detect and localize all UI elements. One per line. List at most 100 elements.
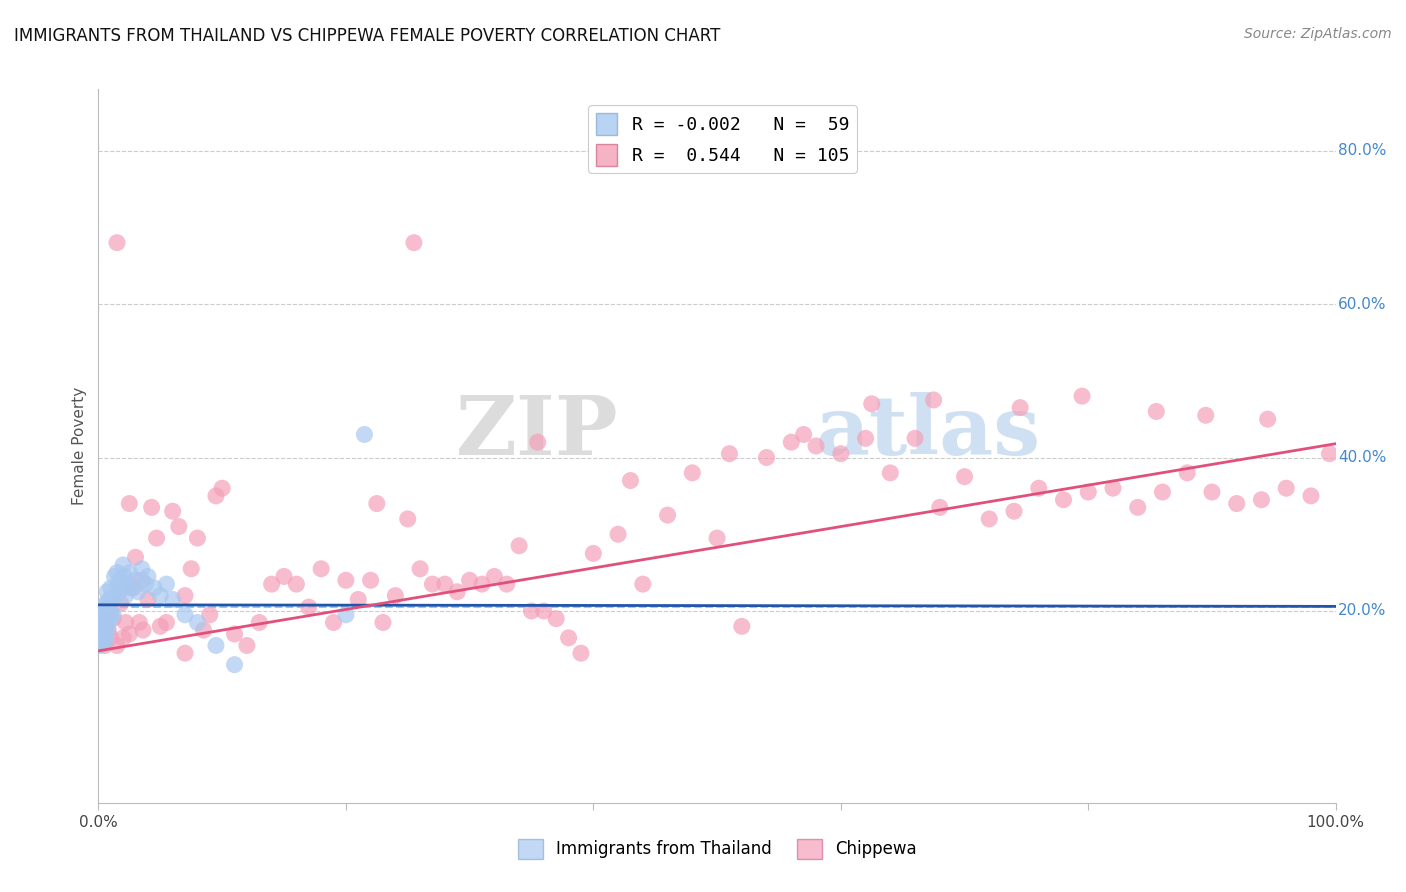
Point xyxy=(100,604,122,618)
Point xyxy=(904,431,927,445)
Point xyxy=(105,639,128,653)
Point xyxy=(93,604,115,618)
Point xyxy=(793,427,815,442)
Point xyxy=(98,612,121,626)
Point xyxy=(928,500,950,515)
Point xyxy=(132,623,155,637)
Point xyxy=(335,574,357,588)
Text: 60.0%: 60.0% xyxy=(1339,296,1386,311)
Point xyxy=(860,397,883,411)
Point xyxy=(105,235,128,250)
Point xyxy=(979,512,1001,526)
Point xyxy=(1144,404,1167,418)
Point xyxy=(347,592,370,607)
Point xyxy=(155,577,177,591)
Point xyxy=(1319,447,1341,461)
Point xyxy=(93,627,115,641)
Point xyxy=(115,577,138,591)
Point xyxy=(114,589,136,603)
Point xyxy=(1102,481,1125,495)
Point xyxy=(224,627,246,641)
Point xyxy=(127,584,149,599)
Point xyxy=(104,589,127,603)
Point xyxy=(546,612,568,626)
Point xyxy=(131,562,153,576)
Point xyxy=(409,562,432,576)
Point xyxy=(94,596,117,610)
Point xyxy=(422,577,444,591)
Point xyxy=(755,450,778,465)
Point xyxy=(1002,504,1025,518)
Point xyxy=(1201,485,1223,500)
Point xyxy=(533,604,555,618)
Point xyxy=(118,497,141,511)
Point xyxy=(1226,497,1249,511)
Point xyxy=(149,589,172,603)
Point xyxy=(681,466,703,480)
Point xyxy=(260,577,283,591)
Point xyxy=(731,619,754,633)
Point xyxy=(105,566,128,580)
Point xyxy=(180,562,202,576)
Point xyxy=(1299,489,1322,503)
Point xyxy=(131,574,153,588)
Point xyxy=(124,550,146,565)
Point xyxy=(108,584,131,599)
Point xyxy=(384,589,406,603)
Point xyxy=(1126,500,1149,515)
Point xyxy=(1257,412,1279,426)
Point xyxy=(1195,409,1218,423)
Point xyxy=(569,646,592,660)
Point xyxy=(90,623,112,637)
Point xyxy=(1071,389,1094,403)
Point xyxy=(96,584,118,599)
Point xyxy=(100,631,122,645)
Point xyxy=(98,592,121,607)
Point xyxy=(520,604,543,618)
Point xyxy=(112,631,135,645)
Text: Source: ZipAtlas.com: Source: ZipAtlas.com xyxy=(1244,27,1392,41)
Point xyxy=(526,435,548,450)
Point xyxy=(91,600,114,615)
Point xyxy=(89,639,111,653)
Y-axis label: Female Poverty: Female Poverty xyxy=(72,387,87,505)
Point xyxy=(93,607,115,622)
Point xyxy=(273,569,295,583)
Point xyxy=(93,639,115,653)
Point xyxy=(1152,485,1174,500)
Point xyxy=(205,639,228,653)
Point xyxy=(93,623,115,637)
Point xyxy=(224,657,246,672)
Point xyxy=(174,589,197,603)
Point xyxy=(93,634,115,648)
Point xyxy=(114,615,136,630)
Point xyxy=(145,531,167,545)
Point xyxy=(322,615,344,630)
Point xyxy=(103,569,125,583)
Text: 40.0%: 40.0% xyxy=(1339,450,1386,465)
Point xyxy=(458,574,481,588)
Point xyxy=(879,466,901,480)
Point xyxy=(298,600,321,615)
Point xyxy=(89,615,111,630)
Point xyxy=(471,577,494,591)
Point xyxy=(198,607,221,622)
Point xyxy=(1077,485,1099,500)
Point xyxy=(484,569,506,583)
Point xyxy=(97,623,120,637)
Point xyxy=(1052,492,1074,507)
Point xyxy=(205,489,228,503)
Point xyxy=(353,427,375,442)
Text: ZIP: ZIP xyxy=(456,392,619,472)
Point xyxy=(236,639,259,653)
Point xyxy=(100,581,122,595)
Point xyxy=(107,577,129,591)
Text: IMMIGRANTS FROM THAILAND VS CHIPPEWA FEMALE POVERTY CORRELATION CHART: IMMIGRANTS FROM THAILAND VS CHIPPEWA FEM… xyxy=(14,27,720,45)
Point xyxy=(1275,481,1298,495)
Point xyxy=(90,612,112,626)
Point xyxy=(141,500,163,515)
Legend: Immigrants from Thailand, Chippewa: Immigrants from Thailand, Chippewa xyxy=(510,832,924,866)
Point xyxy=(186,531,208,545)
Point xyxy=(855,431,877,445)
Point xyxy=(285,577,308,591)
